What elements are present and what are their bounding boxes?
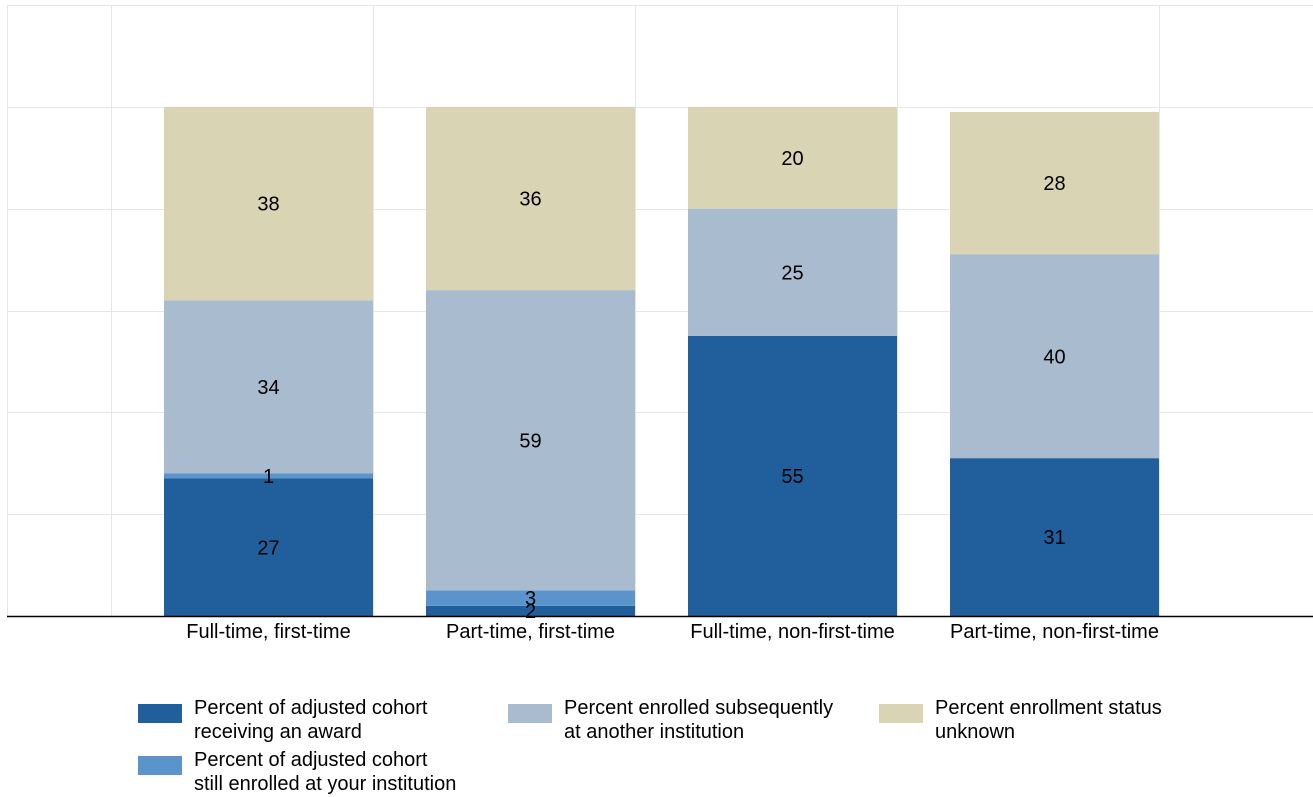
bars-layer <box>164 106 1159 616</box>
data-label: 28 <box>1043 173 1065 195</box>
bar-segment <box>950 111 1159 255</box>
data-label: 2 <box>525 601 536 623</box>
data-label: 31 <box>1043 527 1065 549</box>
bar-segment <box>164 106 373 301</box>
bar-segment <box>426 106 635 291</box>
data-label: 59 <box>519 430 541 452</box>
bar-segment <box>426 290 635 591</box>
data-labels-layer: 27 1 34 38 23 59 36 55 25 20 31 40 28 <box>257 148 1065 623</box>
data-label: 55 <box>781 466 803 488</box>
axis-layer: Full-time, first-time Part-time, first-ti… <box>7 615 1313 643</box>
x-tick-label: Full-time, non-first-time <box>690 621 894 643</box>
data-label: 34 <box>257 377 279 399</box>
data-label: 40 <box>1043 346 1065 368</box>
data-label: 36 <box>519 188 541 210</box>
x-tick-label: Part-time, first-time <box>446 621 615 643</box>
data-label: 27 <box>257 537 279 559</box>
bar-segment <box>164 478 373 616</box>
bar-segment <box>950 254 1159 459</box>
data-label: 1 <box>263 466 274 488</box>
bar-segment <box>950 458 1159 616</box>
data-label: 25 <box>781 262 803 284</box>
x-tick-label: Part-time, non-first-time <box>950 621 1159 643</box>
bar-segment <box>426 590 635 606</box>
data-label: 3 <box>525 588 536 610</box>
data-label: 20 <box>781 148 803 170</box>
bar-segment <box>164 473 373 479</box>
x-tick-label: Full-time, first-time <box>186 621 350 643</box>
bar-segment <box>688 208 897 336</box>
bar-segment <box>164 300 373 474</box>
bar-segment <box>688 335 897 616</box>
data-label: 38 <box>257 194 279 216</box>
bar-segment <box>426 605 635 616</box>
bar-segment <box>688 106 897 209</box>
